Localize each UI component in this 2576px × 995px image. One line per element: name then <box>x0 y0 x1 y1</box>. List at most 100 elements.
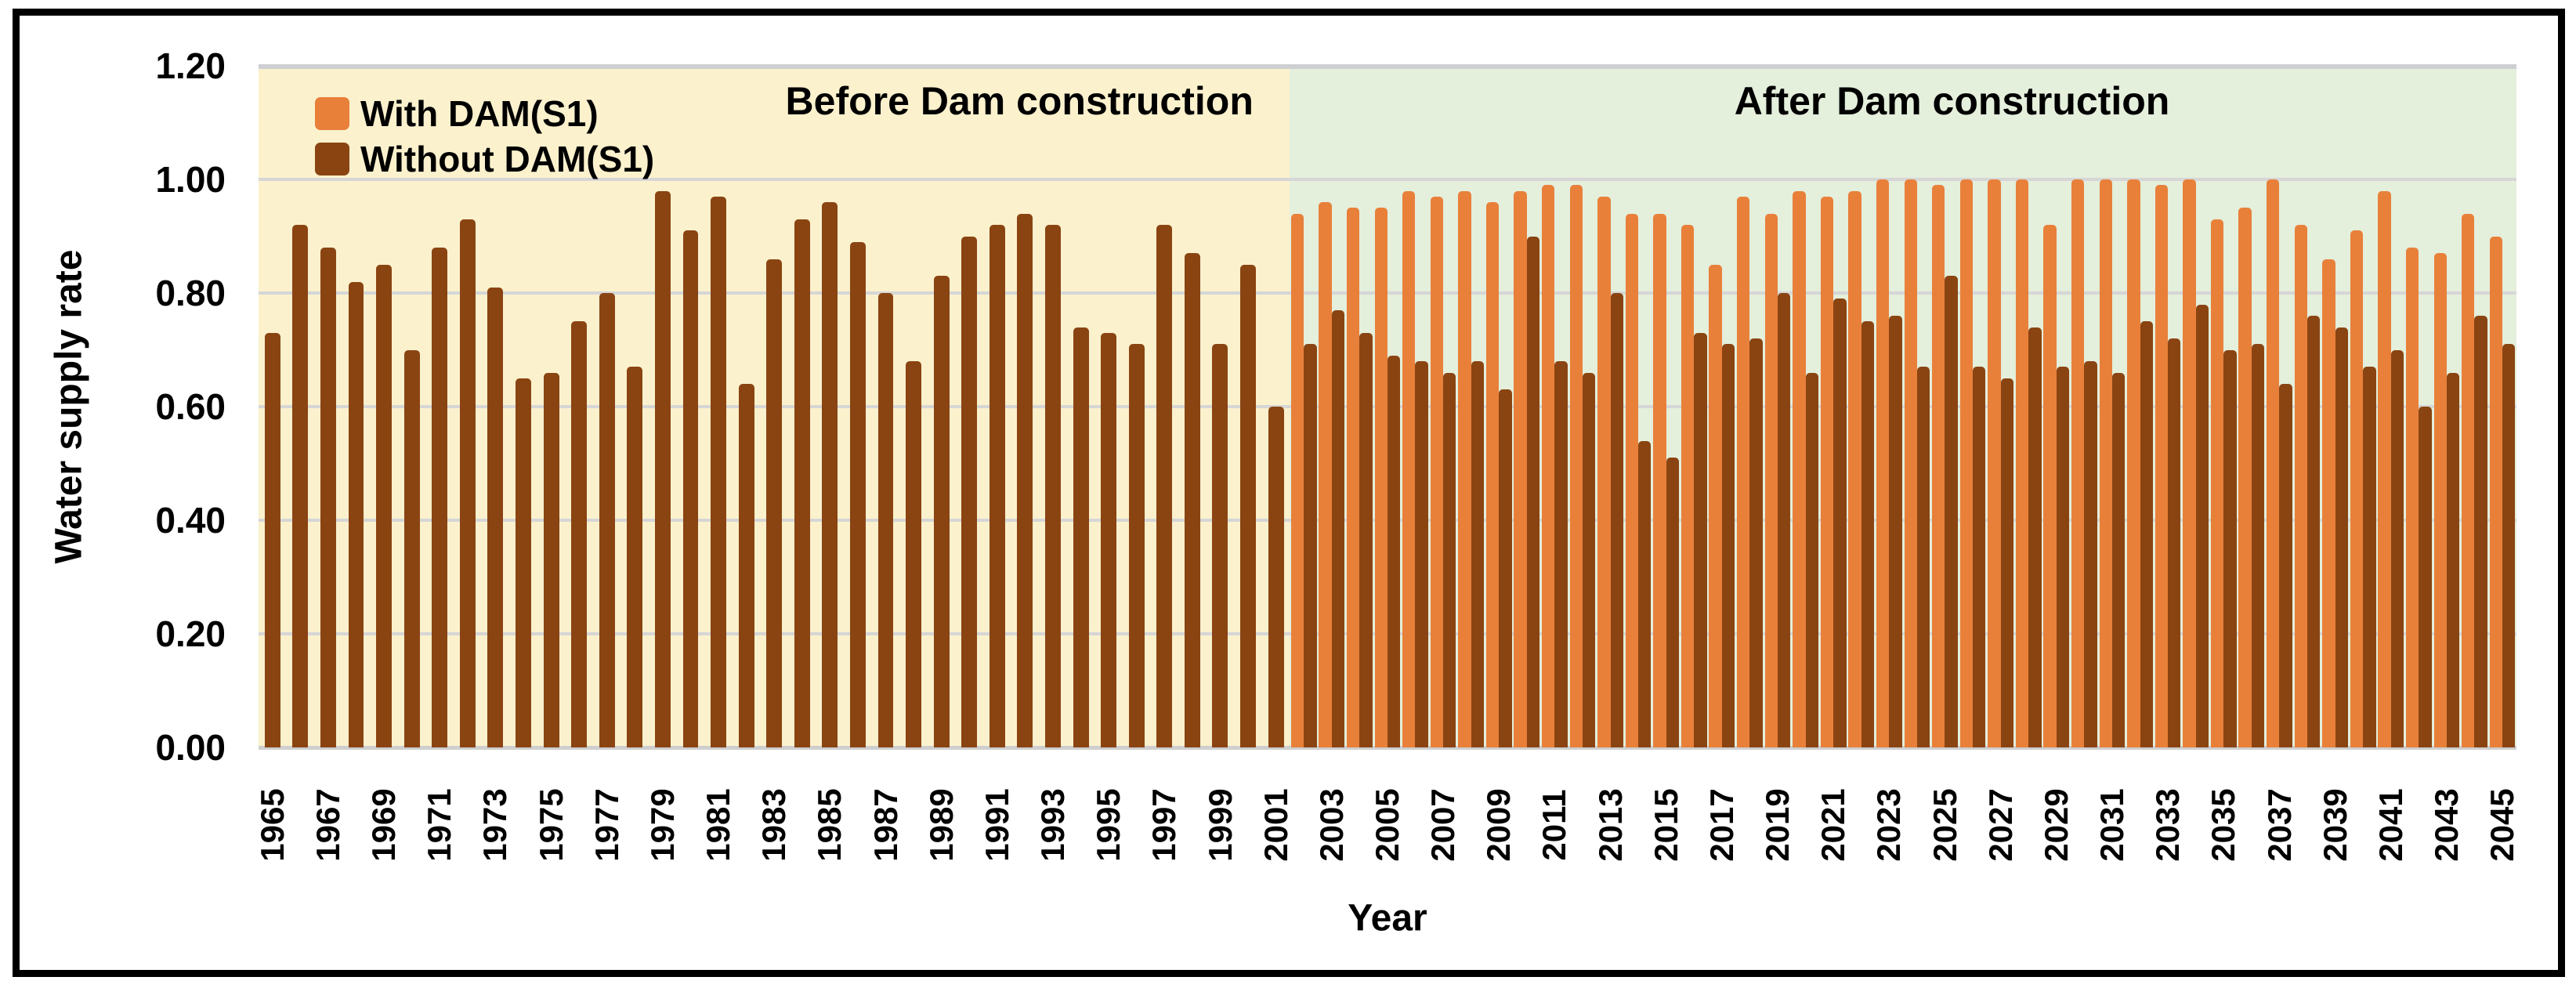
bar-without-dam-2022 <box>1861 321 1875 747</box>
bar-without-dam-1986 <box>849 241 866 747</box>
year-slot-2045 <box>2488 66 2516 747</box>
bar-with-dam-2007 <box>1430 196 1444 747</box>
bar-with-dam-2038 <box>2294 225 2307 747</box>
bar-without-dam-2043 <box>2446 372 2460 747</box>
year-slot-2007 <box>1429 66 1457 747</box>
year-slot-1983 <box>760 66 788 747</box>
bar-without-dam-2020 <box>1805 372 1818 747</box>
x-tick-label: 2045 <box>2484 787 2521 862</box>
bar-without-dam-2006 <box>1415 361 1428 747</box>
bar-without-dam-1991 <box>989 225 1005 747</box>
year-slot-1980 <box>677 66 705 747</box>
bar-with-dam-2043 <box>2433 253 2447 747</box>
bar-without-dam-2021 <box>1833 298 1847 747</box>
bar-without-dam-2037 <box>2279 384 2292 747</box>
year-slot-1984 <box>788 66 816 747</box>
bar-without-dam-1994 <box>1073 327 1089 747</box>
x-tick-label: 1981 <box>700 787 737 862</box>
year-slot-2037 <box>2266 66 2294 747</box>
bar-with-dam-2003 <box>1319 202 1332 747</box>
bar-without-dam-1979 <box>654 190 671 747</box>
x-tick-label: 2029 <box>2037 787 2075 862</box>
x-tick-label: 2003 <box>1312 787 1350 862</box>
bar-without-dam-2032 <box>2140 321 2153 747</box>
year-slot-1967 <box>314 66 342 747</box>
bar-without-dam-2001 <box>1268 407 1284 747</box>
year-slot-2018 <box>1736 66 1764 747</box>
x-tick-label: 1995 <box>1090 787 1127 862</box>
legend-swatch-without-dam-icon <box>315 143 349 175</box>
y-tick-label: 1.00 <box>155 159 226 200</box>
bar-without-dam-2042 <box>2419 407 2432 747</box>
year-slot-1974 <box>509 66 537 747</box>
year-slot-2035 <box>2209 66 2238 747</box>
x-tick-label: 1971 <box>421 787 458 862</box>
year-slot-2044 <box>2461 66 2489 747</box>
year-slot-2023 <box>1876 66 1904 747</box>
year-slot-2027 <box>1987 66 2015 747</box>
x-axis-title: Year <box>1348 897 1427 939</box>
bar-without-dam-1970 <box>403 349 420 747</box>
year-slot-1977 <box>593 66 621 747</box>
year-slot-2000 <box>1234 66 1262 747</box>
bar-without-dam-1997 <box>1156 225 1173 747</box>
bar-without-dam-2015 <box>1666 458 1680 747</box>
x-tick-label: 2043 <box>2428 787 2466 862</box>
bar-with-dam-2017 <box>1709 264 1722 747</box>
bar-with-dam-2009 <box>1485 202 1500 747</box>
bar-without-dam-2028 <box>2028 327 2042 747</box>
bar-with-dam-2010 <box>1514 190 1527 747</box>
year-slot-2043 <box>2433 66 2461 747</box>
bar-with-dam-2045 <box>2489 236 2503 747</box>
bar-with-dam-2020 <box>1793 190 1806 747</box>
year-slot-1998 <box>1178 66 1207 747</box>
bar-without-dam-1983 <box>766 259 783 747</box>
x-tick-label: 1967 <box>309 787 346 862</box>
x-tick-label: 2025 <box>1926 787 1963 862</box>
bar-with-dam-2016 <box>1681 225 1695 747</box>
bar-with-dam-2002 <box>1290 213 1304 747</box>
x-tick-label: 2039 <box>2316 787 2353 862</box>
x-tick-label: 1969 <box>365 787 403 862</box>
bar-without-dam-2011 <box>1554 361 1568 747</box>
gridline <box>259 746 2516 750</box>
year-slot-2017 <box>1708 66 1736 747</box>
year-slot-2008 <box>1457 66 1485 747</box>
year-slot-2012 <box>1568 66 1597 747</box>
bar-without-dam-1973 <box>487 287 504 747</box>
y-tick-label: 0.20 <box>155 613 226 654</box>
x-tick-label: 2041 <box>2372 787 2409 862</box>
bar-without-dam-2000 <box>1240 264 1256 747</box>
bar-without-dam-2018 <box>1749 338 1763 747</box>
year-slot-2028 <box>2014 66 2042 747</box>
bar-without-dam-2007 <box>1443 372 1456 747</box>
bar-without-dam-2014 <box>1638 440 1652 747</box>
x-tick-label: 2037 <box>2260 787 2298 862</box>
year-slot-2036 <box>2238 66 2266 747</box>
x-tick-label: 1997 <box>1145 787 1183 862</box>
y-tick-label: 0.60 <box>155 386 226 427</box>
legend-item-with-dam: With DAM(S1) <box>315 91 654 136</box>
bar-without-dam-1972 <box>459 219 476 747</box>
x-tick-label: 1965 <box>253 787 291 862</box>
x-tick-label: 1993 <box>1034 787 1072 862</box>
year-slot-2031 <box>2098 66 2126 747</box>
x-tick-label: 1975 <box>532 787 570 862</box>
x-tick-label: 2017 <box>1702 787 1740 862</box>
bar-without-dam-2003 <box>1331 309 1345 747</box>
year-slot-1981 <box>704 66 733 747</box>
bar-with-dam-2013 <box>1597 196 1611 747</box>
year-slot-2025 <box>1931 66 1959 747</box>
x-tick-label: 2007 <box>1424 787 1462 862</box>
year-slot-2042 <box>2405 66 2433 747</box>
bar-with-dam-2042 <box>2405 248 2419 747</box>
bar-with-dam-2039 <box>2322 259 2335 747</box>
year-slot-2034 <box>2182 66 2210 747</box>
bar-with-dam-2015 <box>1653 213 1666 747</box>
year-slot-1999 <box>1207 66 1235 747</box>
bar-with-dam-2012 <box>1569 185 1583 747</box>
legend-label-with-dam: With DAM(S1) <box>360 93 599 134</box>
year-slot-1990 <box>955 66 983 747</box>
bar-with-dam-2034 <box>2183 179 2196 747</box>
year-slot-2006 <box>1402 66 1430 747</box>
